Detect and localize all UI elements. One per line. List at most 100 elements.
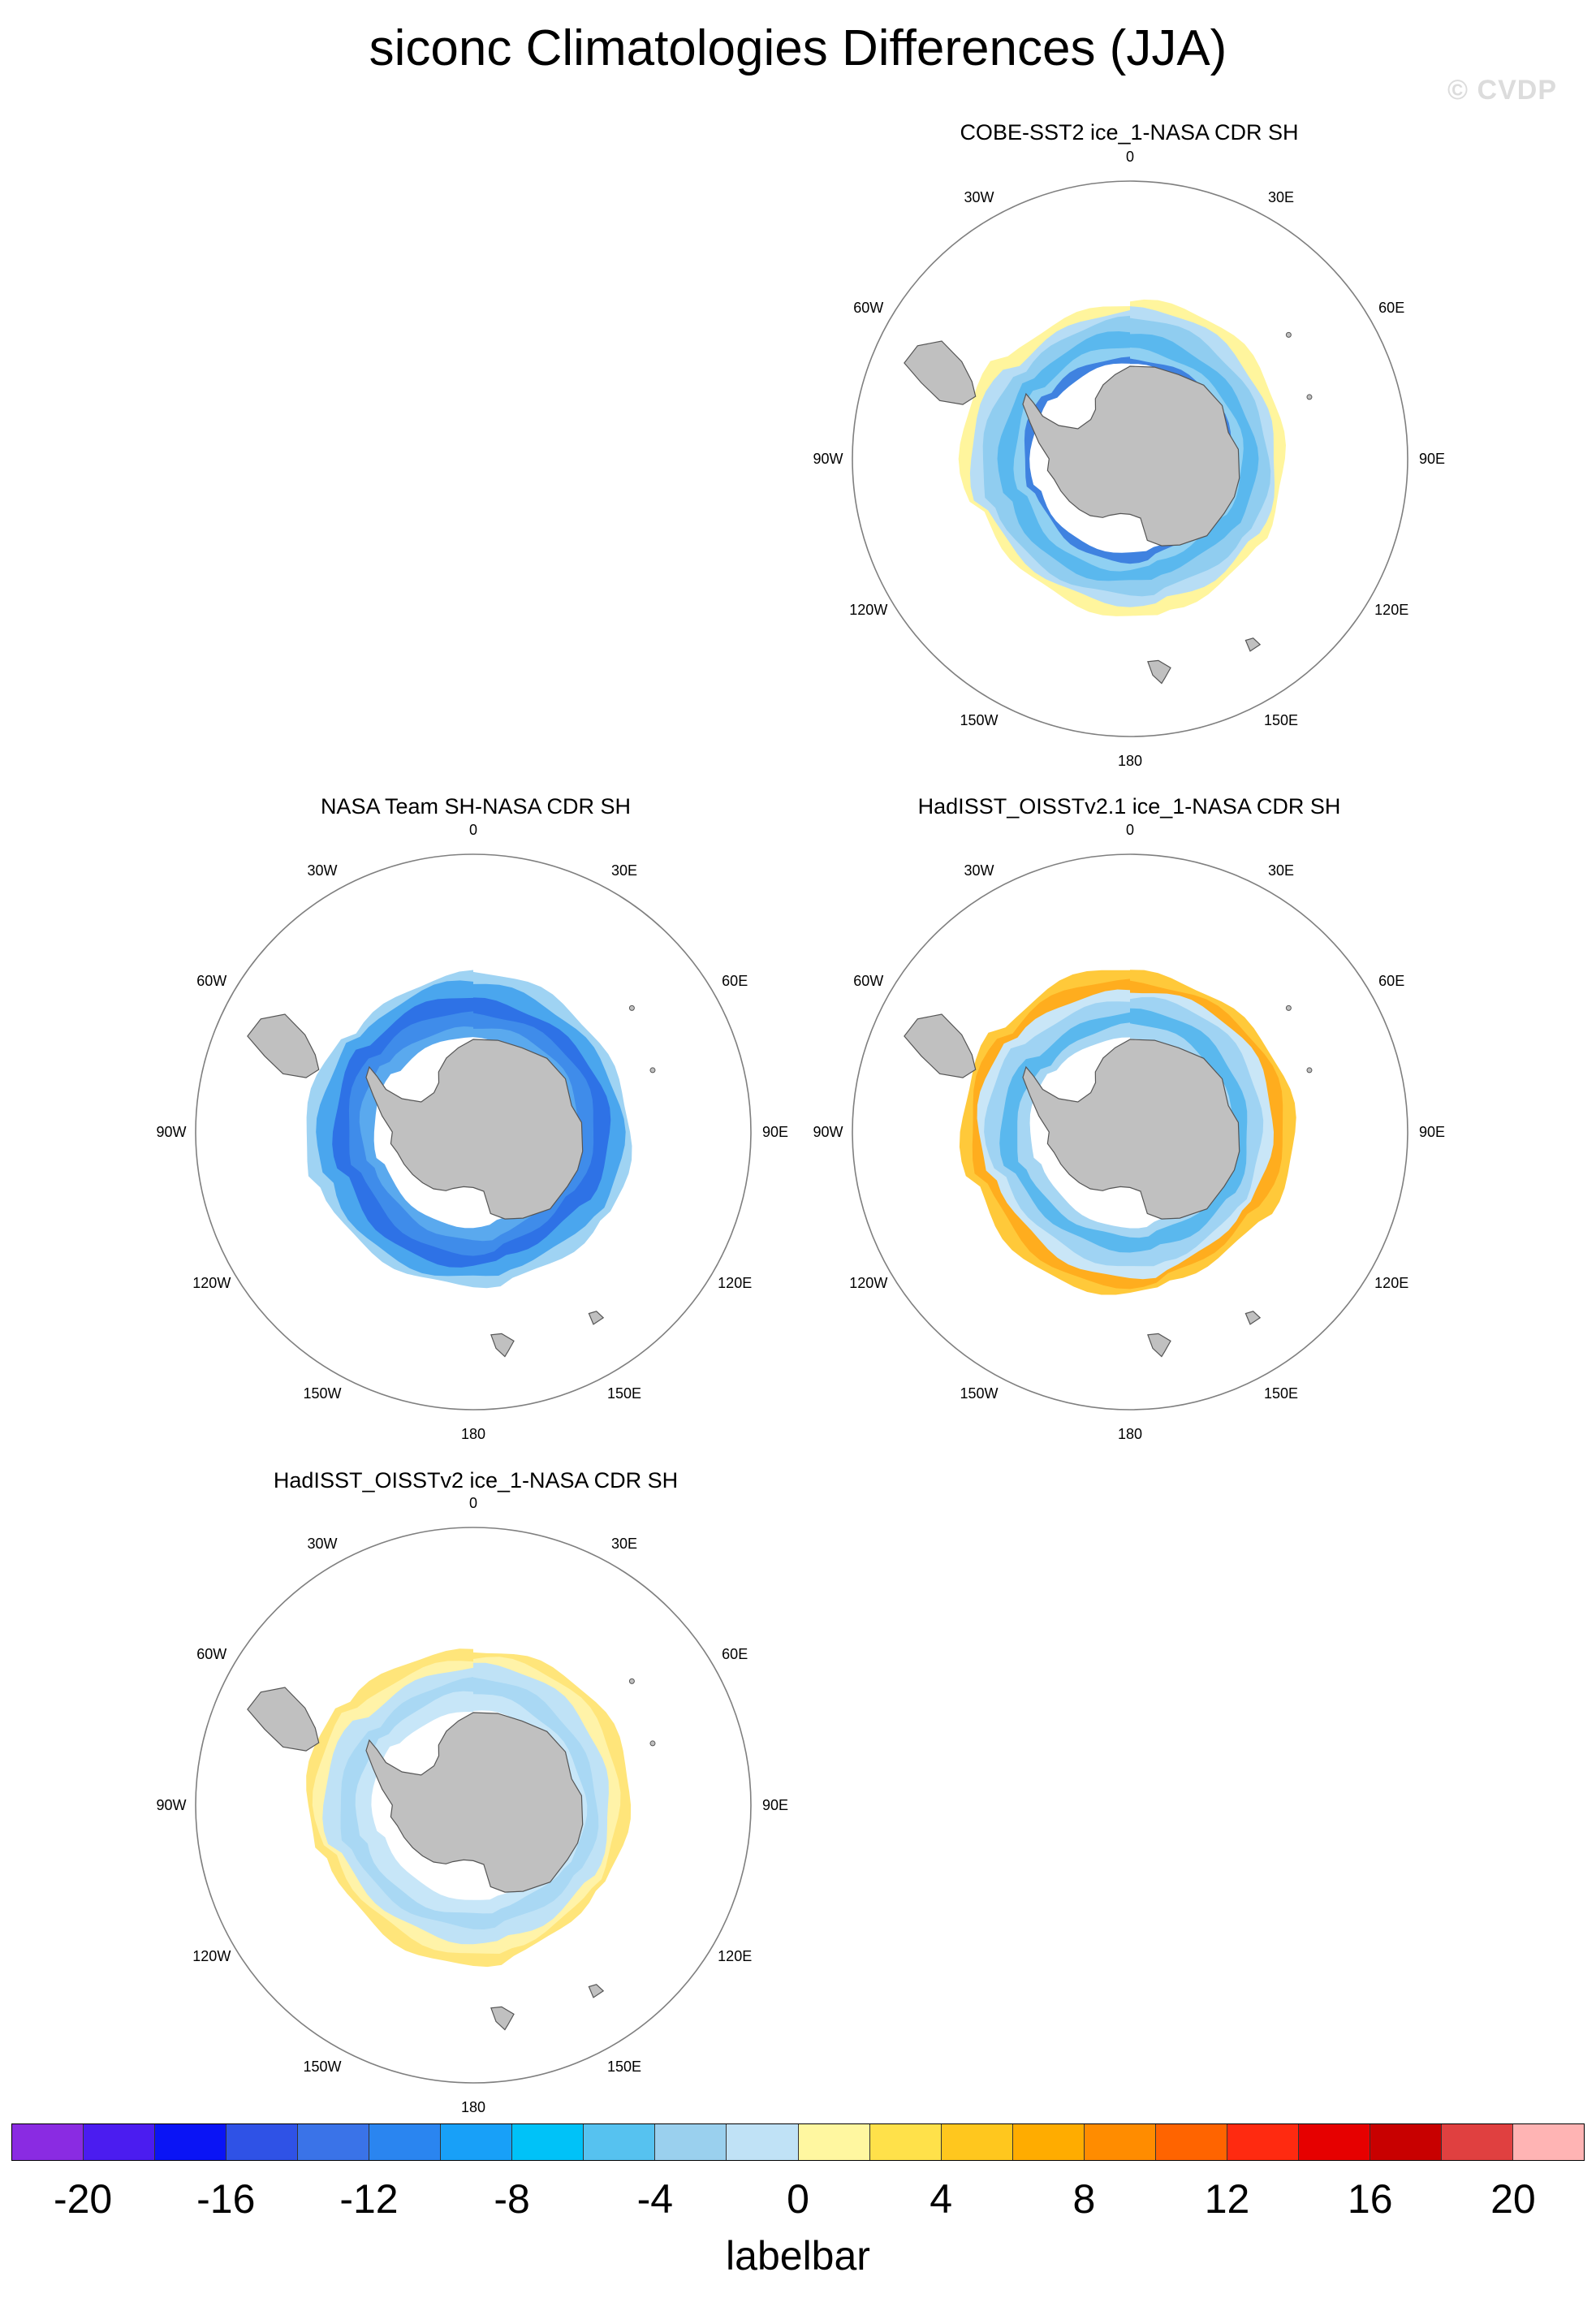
lon-label: 0	[1126, 149, 1134, 165]
map-boundary	[195, 1527, 752, 2084]
labelbar-swatch	[1084, 2124, 1156, 2160]
labelbar-tick-label: 0	[787, 2176, 809, 2222]
tasmania-land	[1244, 1311, 1262, 1325]
lon-label: 150E	[1264, 712, 1298, 728]
labelbar-title: labelbar	[726, 2233, 870, 2279]
lon-label: 150W	[303, 2059, 341, 2075]
lon-label: 180	[461, 2099, 485, 2115]
lon-label: 30E	[1268, 862, 1294, 879]
lon-label: 30W	[307, 1536, 337, 1552]
tasmania-land	[1244, 637, 1262, 652]
antarctica-land	[1022, 365, 1240, 547]
labelbar-swatch	[1512, 2124, 1585, 2160]
labelbar-swatch	[1370, 2124, 1442, 2160]
labelbar-swatch	[1012, 2124, 1085, 2160]
island	[649, 1067, 656, 1074]
antarctica-land	[1022, 1039, 1240, 1220]
labelbar-swatch	[441, 2124, 513, 2160]
map-clip-hadisst21	[904, 970, 1313, 1358]
lon-label: 150E	[607, 2059, 641, 2075]
color-labelbar	[11, 2123, 1585, 2161]
lon-label: 180	[1118, 1426, 1142, 1442]
lon-label: 120W	[849, 602, 887, 618]
panel-title-hadisst-oisstv21: HadISST_OISSTv2.1 ice_1-NASA CDR SH	[917, 794, 1341, 819]
labelbar-swatch	[12, 2124, 84, 2160]
labelbar-swatch	[584, 2124, 656, 2160]
labelbar-swatch	[1441, 2124, 1513, 2160]
map-panel-cobe: 0 30E 60E 90E 120E 150E 180 150W 120W 90W 60W 30W	[813, 149, 1445, 769]
map-boundary	[195, 853, 752, 1411]
map-boundary	[852, 180, 1408, 737]
lon-label: 150W	[960, 1385, 998, 1402]
lon-label: 120E	[718, 1948, 752, 1964]
labelbar-tick-label: 8	[1072, 2176, 1096, 2222]
panel-title-hadisst-oisstv2: HadISST_OISSTv2 ice_1-NASA CDR SH	[273, 1468, 679, 1493]
south-america-land	[247, 1013, 320, 1078]
lon-label: 90E	[762, 1797, 788, 1813]
antarctica-land	[365, 1039, 584, 1220]
labelbar-tick-label: -8	[494, 2176, 530, 2222]
lon-label: 120E	[1374, 1275, 1408, 1291]
south-america-land	[904, 340, 977, 405]
lon-label: 120W	[849, 1275, 887, 1291]
island	[628, 1004, 635, 1011]
lon-label: 60E	[1378, 973, 1404, 989]
labelbar-tick-label: -4	[636, 2176, 674, 2222]
lon-label: 30W	[964, 862, 994, 879]
labelbar-tick-label: -20	[53, 2176, 113, 2222]
lon-label: 150E	[1264, 1385, 1298, 1402]
new-zealand-land	[490, 1333, 515, 1358]
labelbar-swatch	[1298, 2124, 1370, 2160]
lon-label: 0	[1126, 822, 1134, 838]
lon-label: 60E	[1378, 300, 1404, 316]
lon-label: 0	[469, 822, 477, 838]
lon-label: 60W	[196, 973, 226, 989]
labelbar-tick-label: 4	[930, 2176, 953, 2222]
south-america-land	[904, 1013, 977, 1078]
lon-label: 120W	[192, 1275, 231, 1291]
lon-label: 90W	[156, 1797, 186, 1813]
labelbar-swatch	[369, 2124, 442, 2160]
map-panel-nasateam: 0 30E 60E 90E 120E 150E 180 150W 120W 90W 60W 30W	[156, 822, 788, 1442]
lon-label: 90W	[813, 1124, 843, 1140]
lon-label: 30E	[1268, 189, 1294, 205]
lon-label: 30W	[964, 189, 994, 205]
tasmania-land	[588, 1984, 605, 1998]
lon-label: 120W	[192, 1948, 231, 1964]
labelbar-swatch	[512, 2124, 584, 2160]
lon-label: 150W	[960, 712, 998, 728]
new-zealand-land	[1147, 1333, 1171, 1358]
labelbar-swatch	[1227, 2124, 1299, 2160]
lon-label: 150W	[303, 1385, 341, 1402]
lon-label: 90E	[1419, 451, 1445, 467]
tasmania-land	[588, 1311, 605, 1325]
antarctica-land	[365, 1712, 584, 1893]
lon-label: 60E	[722, 973, 748, 989]
labelbar-swatch	[226, 2124, 299, 2160]
labelbar-tick-label: 16	[1347, 2176, 1393, 2222]
map-boundary	[852, 853, 1408, 1411]
island	[1306, 394, 1313, 400]
labelbar-swatch	[798, 2124, 870, 2160]
labelbar-swatch	[727, 2124, 799, 2160]
lon-label: 0	[469, 1495, 477, 1511]
lon-label: 90W	[156, 1124, 186, 1140]
labelbar-swatch	[655, 2124, 727, 2160]
lon-label: 90E	[762, 1124, 788, 1140]
map-panel-hadisst21: 0 30E 60E 90E 120E 150E 180 150W 120W 90W 60W 30W	[813, 822, 1445, 1442]
new-zealand-land	[1147, 659, 1171, 685]
island	[1285, 331, 1292, 338]
labelbar-tick-label: 20	[1490, 2176, 1536, 2222]
island	[1285, 1004, 1292, 1011]
labelbar-tick-label: 12	[1204, 2176, 1250, 2222]
map-clip-hadisst2	[247, 1648, 656, 2031]
labelbar-tick-label: -12	[339, 2176, 399, 2222]
lon-label: 90W	[813, 451, 843, 467]
lon-label: 60E	[722, 1646, 748, 1662]
labelbar-swatch	[84, 2124, 156, 2160]
page-title: siconc Climatologies Differences (JJA)	[369, 20, 1227, 76]
map-clip-cobe	[904, 299, 1313, 685]
polar-maps: 0 30E 60E 90E 120E 150E 180 150W 120W 90W 60W 30W 0 3…	[156, 149, 1445, 2115]
map-clip-nasateam	[247, 970, 656, 1358]
map-panel-hadisst2: 0 30E 60E 90E 120E 150E 180 150W 120W 90W 60W 30W	[156, 1495, 788, 2115]
